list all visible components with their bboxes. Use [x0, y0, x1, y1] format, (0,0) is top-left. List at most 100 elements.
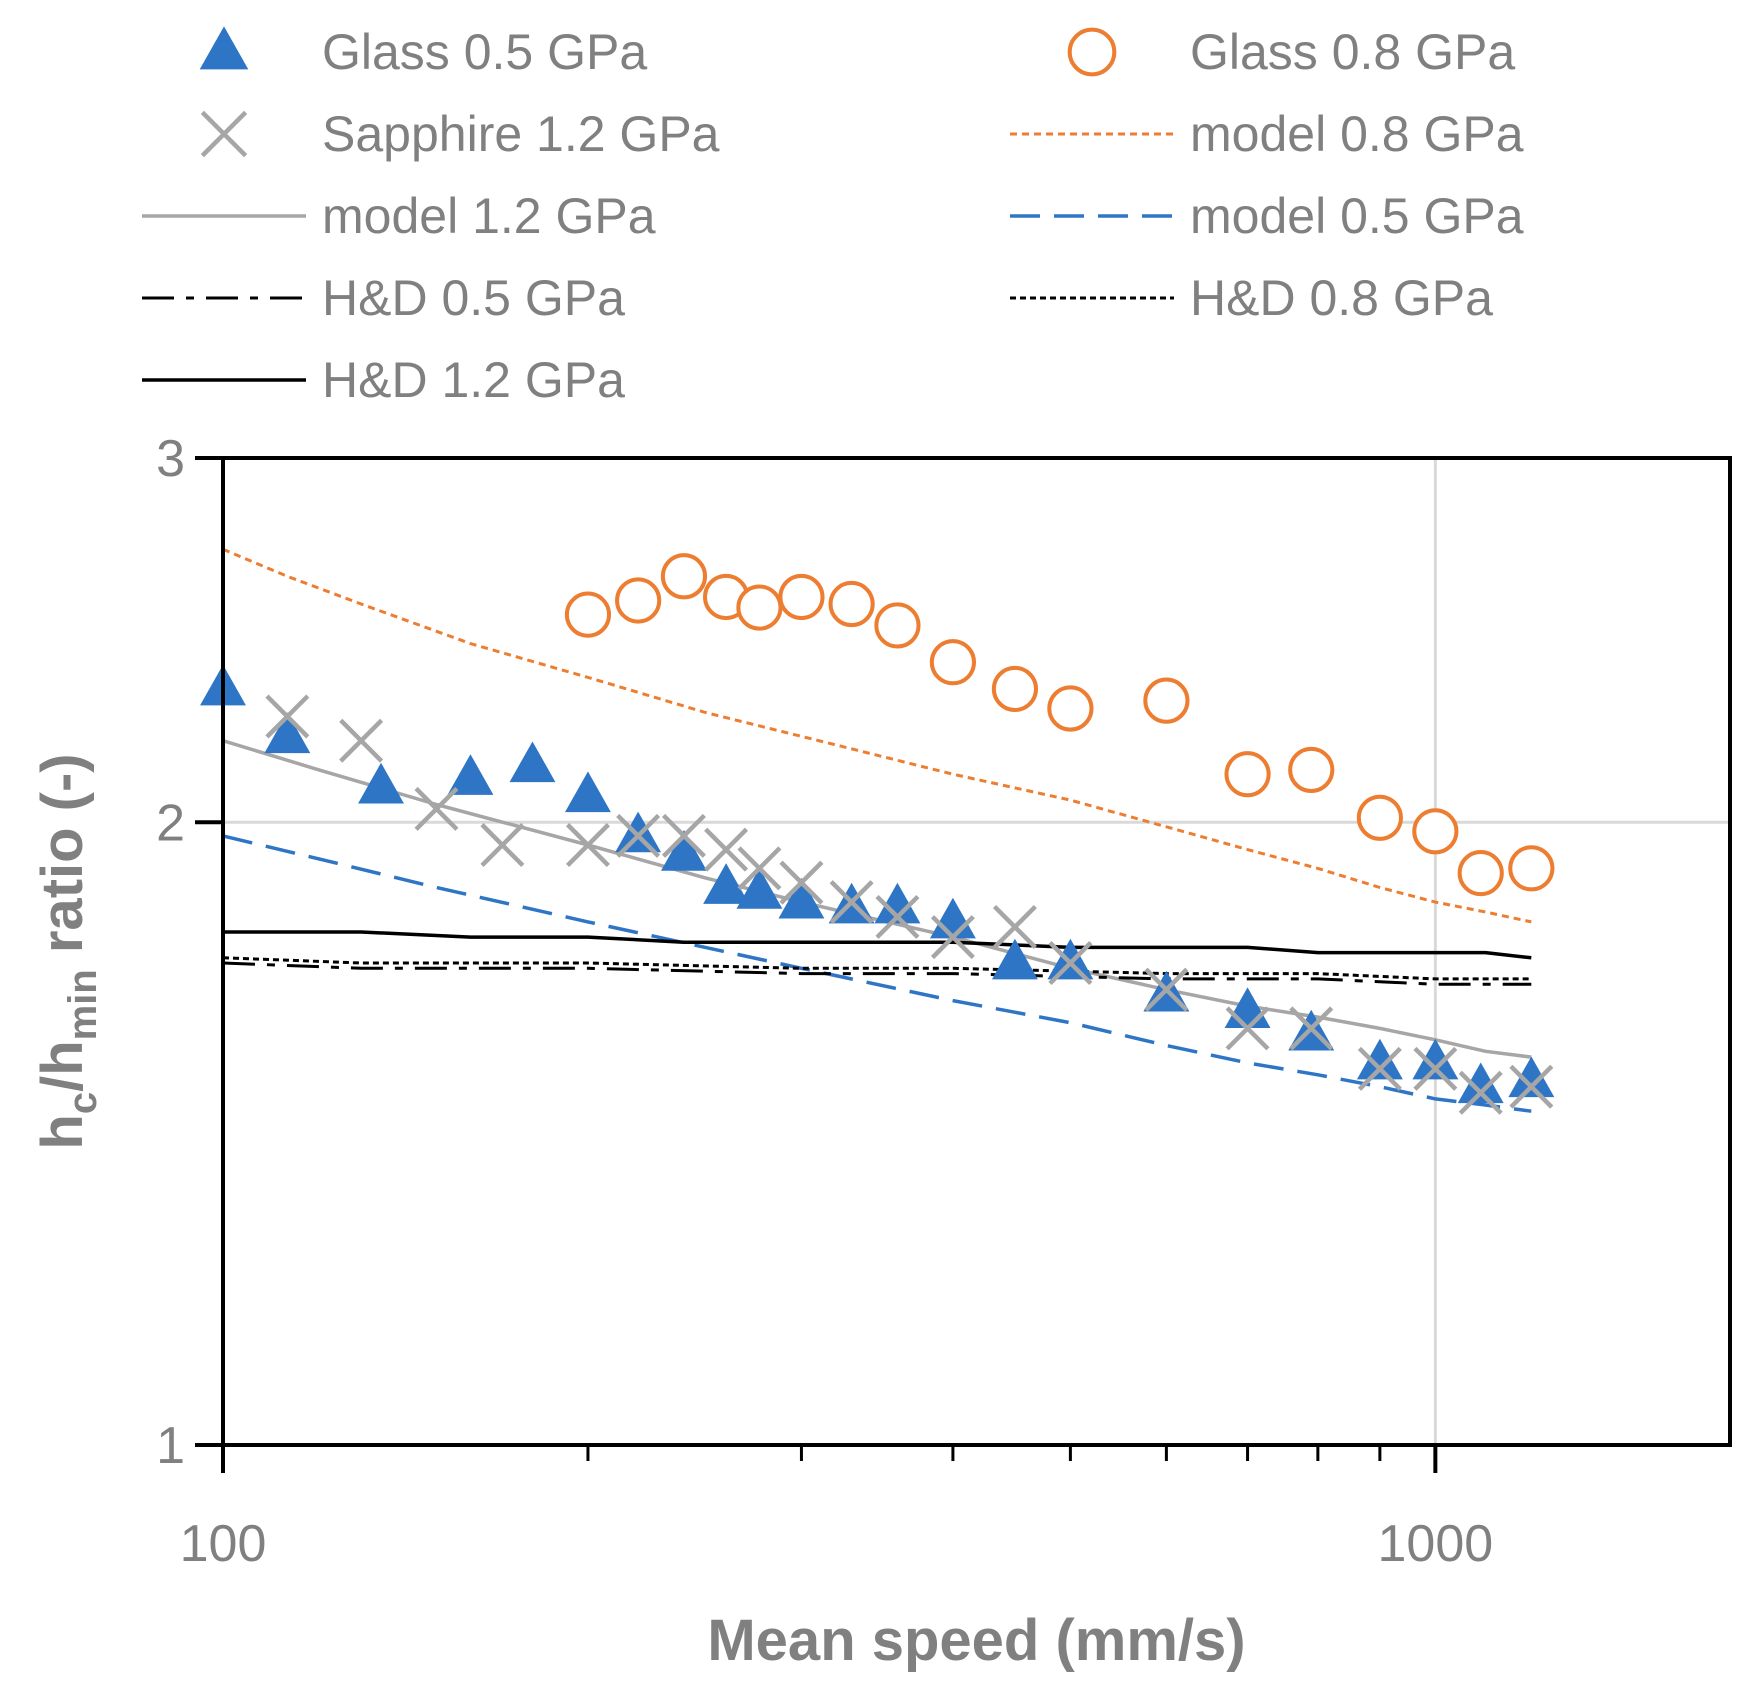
data-point-sapphire-1-2-gpa [1357, 1046, 1402, 1091]
data-point-glass-0-8-gpa [564, 591, 612, 638]
data-point-sapphire-1-2-gpa [1289, 1006, 1334, 1051]
data-point-sapphire-1-2-gpa [1144, 967, 1189, 1012]
x-tick-label: 100 [180, 1515, 267, 1573]
data-point-sapphire-1-2-gpa [875, 894, 920, 939]
legend-symbol-glass-0-8-gpa [1067, 27, 1117, 77]
data-point-glass-0-8-gpa [736, 584, 783, 631]
data-point-sapphire-1-2-gpa [1225, 1006, 1270, 1051]
x-tick-label: 1000 [1378, 1515, 1494, 1573]
data-point-sapphire-1-2-gpa [737, 846, 782, 891]
y-axis-title-part: c [61, 1092, 105, 1114]
data-point-sapphire-1-2-gpa [704, 827, 749, 872]
data-point-glass-0-8-gpa [1143, 677, 1190, 724]
data-point-glass-0-5-gpa [447, 754, 494, 795]
x-axis-title: Mean speed (mm/s) [707, 1608, 1245, 1673]
data-point-glass-0-5-gpa [703, 863, 750, 904]
data-point-glass-0-8-gpa [874, 602, 921, 649]
legend-item-handd-0-8-gpa: H&D 0.8 GPa [1010, 270, 1493, 326]
data-point-sapphire-1-2-gpa [565, 823, 610, 868]
legend-label: Glass 0.8 GPa [1190, 24, 1515, 80]
series-sapphire-1-2-gpa [265, 694, 1554, 1115]
data-point-glass-0-5-gpa [1457, 1062, 1504, 1104]
legend-label: Sapphire 1.2 GPa [322, 106, 720, 162]
legend-item-handd-0-5-gpa: H&D 0.5 GPa [142, 270, 625, 326]
data-point-sapphire-1-2-gpa [779, 860, 824, 905]
legend-label: H&D 1.2 GPa [322, 352, 625, 408]
data-point-glass-0-5-gpa [778, 877, 825, 919]
y-tick-label: 2 [156, 794, 185, 852]
y-axis-title-part: ratio (-) [30, 753, 95, 969]
data-point-sapphire-1-2-gpa [414, 786, 459, 831]
y-axis-title-part: min [61, 969, 105, 1040]
legend-label: model 0.8 GPa [1190, 106, 1524, 162]
data-point-glass-0-5-gpa [874, 882, 921, 924]
y-tick-label: 3 [156, 430, 185, 488]
data-point-glass-0-5-gpa [1508, 1056, 1555, 1098]
legend-item-model-1-2-gpa: model 1.2 GPa [142, 188, 656, 244]
data-point-sapphire-1-2-gpa [265, 694, 310, 739]
data-point-glass-0-5-gpa [509, 741, 556, 783]
legend-label: model 0.5 GPa [1190, 188, 1524, 244]
data-point-glass-0-8-gpa [778, 573, 825, 621]
y-axis-title-part: h [30, 1114, 95, 1149]
y-axis-title-part: /h [30, 1040, 95, 1092]
series-glass-0-8-gpa [564, 553, 1555, 897]
data-point-glass-0-5-gpa [1412, 1038, 1459, 1080]
data-point-glass-0-5-gpa [615, 811, 662, 853]
y-axis-title: hc/hmin ratio (-) [30, 753, 105, 1149]
data-point-glass-0-5-gpa [264, 712, 311, 754]
legend-label: model 1.2 GPa [322, 188, 656, 244]
data-point-glass-0-8-gpa [1224, 751, 1271, 798]
gridlines [223, 458, 1730, 1445]
data-point-glass-0-5-gpa [1047, 938, 1094, 980]
plot-markers [200, 553, 1555, 1115]
data-point-glass-0-5-gpa [660, 830, 707, 871]
series-glass-0-5-gpa [200, 664, 1555, 1104]
legend-label: Glass 0.5 GPa [322, 24, 647, 80]
series-line-handd-0-8-gpa [222, 956, 1532, 981]
data-point-glass-0-8-gpa [991, 665, 1039, 713]
data-point-sapphire-1-2-gpa [1413, 1046, 1458, 1091]
series-line-model-0-5-gpa [222, 834, 1532, 1113]
legend-label: H&D 0.5 GPa [322, 270, 625, 326]
plot-frame [221, 456, 1732, 1447]
legend-label: H&D 0.8 GPa [1190, 270, 1493, 326]
data-point-sapphire-1-2-gpa [661, 813, 706, 858]
data-point-sapphire-1-2-gpa [992, 904, 1037, 949]
axes: 1 2 3 100 1000 [156, 430, 1493, 1573]
data-point-glass-0-5-gpa [736, 868, 783, 909]
data-point-sapphire-1-2-gpa [339, 718, 384, 763]
data-point-glass-0-8-gpa [929, 639, 976, 686]
data-point-glass-0-5-gpa [565, 771, 611, 813]
legend-item-handd-1-2-gpa: H&D 1.2 GPa [142, 352, 625, 408]
data-point-sapphire-1-2-gpa [1048, 941, 1093, 986]
data-point-sapphire-1-2-gpa [1509, 1064, 1554, 1109]
y-tick-label: 1 [156, 1417, 185, 1475]
data-point-glass-0-8-gpa [1047, 685, 1094, 732]
legend-symbol-glass-0-5-gpa [199, 26, 249, 70]
data-point-glass-0-5-gpa [358, 762, 404, 804]
data-point-sapphire-1-2-gpa [930, 915, 975, 960]
data-point-sapphire-1-2-gpa [480, 823, 525, 868]
data-point-glass-0-8-gpa [828, 580, 875, 628]
legend-item-model-0-8-gpa: model 0.8 GPa [1010, 106, 1524, 162]
data-point-glass-0-8-gpa [660, 553, 708, 600]
legend-item-glass-0-5-gpa: Glass 0.5 GPa [199, 24, 647, 80]
data-point-glass-0-8-gpa [1288, 746, 1335, 794]
legend-item-glass-0-8-gpa: Glass 0.8 GPa [1067, 24, 1515, 80]
data-point-glass-0-8-gpa [1457, 850, 1504, 897]
data-point-glass-0-8-gpa [1356, 794, 1403, 841]
data-point-glass-0-8-gpa [1508, 845, 1555, 892]
legend: Glass 0.5 GPa Sapphire 1.2 GPa model 1.2 G… [142, 24, 1524, 408]
data-point-sapphire-1-2-gpa [1458, 1070, 1503, 1115]
data-point-glass-0-5-gpa [1356, 1038, 1403, 1080]
legend-item-model-0-5-gpa: model 0.5 GPa [1010, 188, 1524, 244]
legend-item-sapphire-1-2-gpa: Sapphire 1.2 GPa [200, 106, 720, 162]
data-point-glass-0-5-gpa [991, 938, 1038, 980]
data-point-sapphire-1-2-gpa [616, 813, 661, 858]
series-line-model-0-8-gpa [222, 547, 1532, 924]
legend-symbol-sapphire-1-2-gpa [200, 110, 248, 158]
data-point-sapphire-1-2-gpa [829, 880, 874, 925]
series-line-handd-0-5-gpa [222, 961, 1532, 986]
